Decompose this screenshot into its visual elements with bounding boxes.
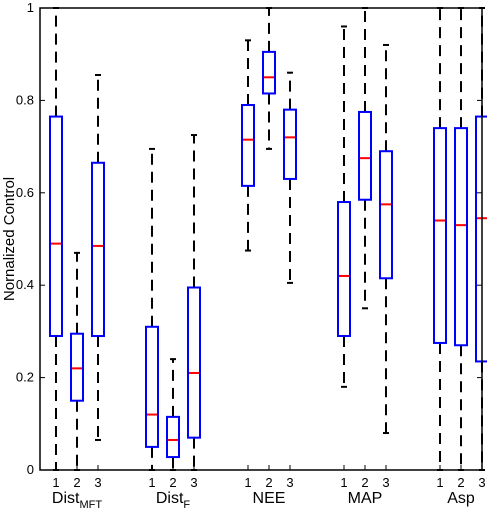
group-label-main: Dist (52, 490, 80, 507)
x-tick-label: 3 (94, 475, 101, 490)
box-iqr (241, 104, 255, 187)
box-4-2 (358, 7, 372, 310)
group-label-main: Asp (447, 490, 475, 507)
box-iqr (187, 286, 201, 439)
y-tick-label: 0.2 (16, 370, 34, 385)
box-1-1 (49, 7, 63, 471)
group-label-subscript: F (183, 499, 190, 511)
group-label: DistMFT (52, 490, 102, 511)
x-tick-label: 1 (52, 475, 59, 490)
box-5-2 (454, 7, 468, 471)
x-tick-label: 3 (478, 475, 485, 490)
box-2-3 (187, 134, 201, 471)
box-3-1 (241, 39, 255, 252)
box-3-3 (283, 71, 297, 284)
box-iqr (358, 110, 372, 201)
box-5-1 (433, 7, 447, 471)
group-label-main: Dist (156, 490, 184, 507)
box-4-3 (379, 43, 393, 435)
x-tick-label: 1 (340, 475, 347, 490)
box-2-1 (145, 147, 159, 471)
box-iqr (337, 201, 351, 338)
x-tick-label: 1 (148, 475, 155, 490)
y-axis: 0 0.2 0.4 0.6 0.8 1 (16, 0, 482, 477)
axes-frame (39, 7, 483, 471)
x-tick-label: 2 (457, 475, 464, 490)
box-iqr (70, 332, 84, 402)
plot-area (49, 7, 487, 471)
y-axis-label: Nornalized Control (1, 177, 18, 301)
y-tick-label: 0 (27, 462, 34, 477)
x-tick-label: 1 (244, 475, 251, 490)
box-1-2 (70, 251, 84, 471)
x-tick-label: 3 (286, 475, 293, 490)
box-1-3 (91, 73, 105, 441)
box-2-2 (166, 358, 180, 471)
x-tick-label: 2 (265, 475, 272, 490)
box-iqr (454, 127, 468, 347)
box-iqr (433, 127, 447, 344)
group-label: DistF (156, 490, 191, 511)
group-label-main: NEE (253, 490, 286, 507)
x-tick-label: 1 (436, 475, 443, 490)
y-tick-label: 1 (27, 0, 34, 15)
box-4-1 (337, 25, 351, 388)
x-tick-label: 3 (190, 475, 197, 490)
group-label-subscript: MFT (79, 499, 102, 511)
x-tick-label: 2 (73, 475, 80, 490)
x-tick-label: 2 (169, 475, 176, 490)
group-label: MAP (348, 490, 383, 507)
box-iqr (145, 325, 159, 448)
box-iqr (166, 415, 180, 459)
box-iqr (379, 150, 393, 280)
y-tick-label: 0.6 (16, 185, 34, 200)
group-label-main: MAP (348, 490, 383, 507)
y-tick-label: 0.4 (16, 277, 34, 292)
y-tick-label: 0.8 (16, 92, 34, 107)
group-label: NEE (253, 490, 286, 507)
box-3-2 (262, 7, 276, 150)
x-tick-label: 3 (382, 475, 389, 490)
box-iqr (262, 50, 276, 95)
box-iqr (283, 108, 297, 180)
x-tick-label: 2 (361, 475, 368, 490)
box-iqr (49, 115, 63, 338)
box-iqr (91, 161, 105, 338)
group-label: Asp (447, 490, 475, 507)
